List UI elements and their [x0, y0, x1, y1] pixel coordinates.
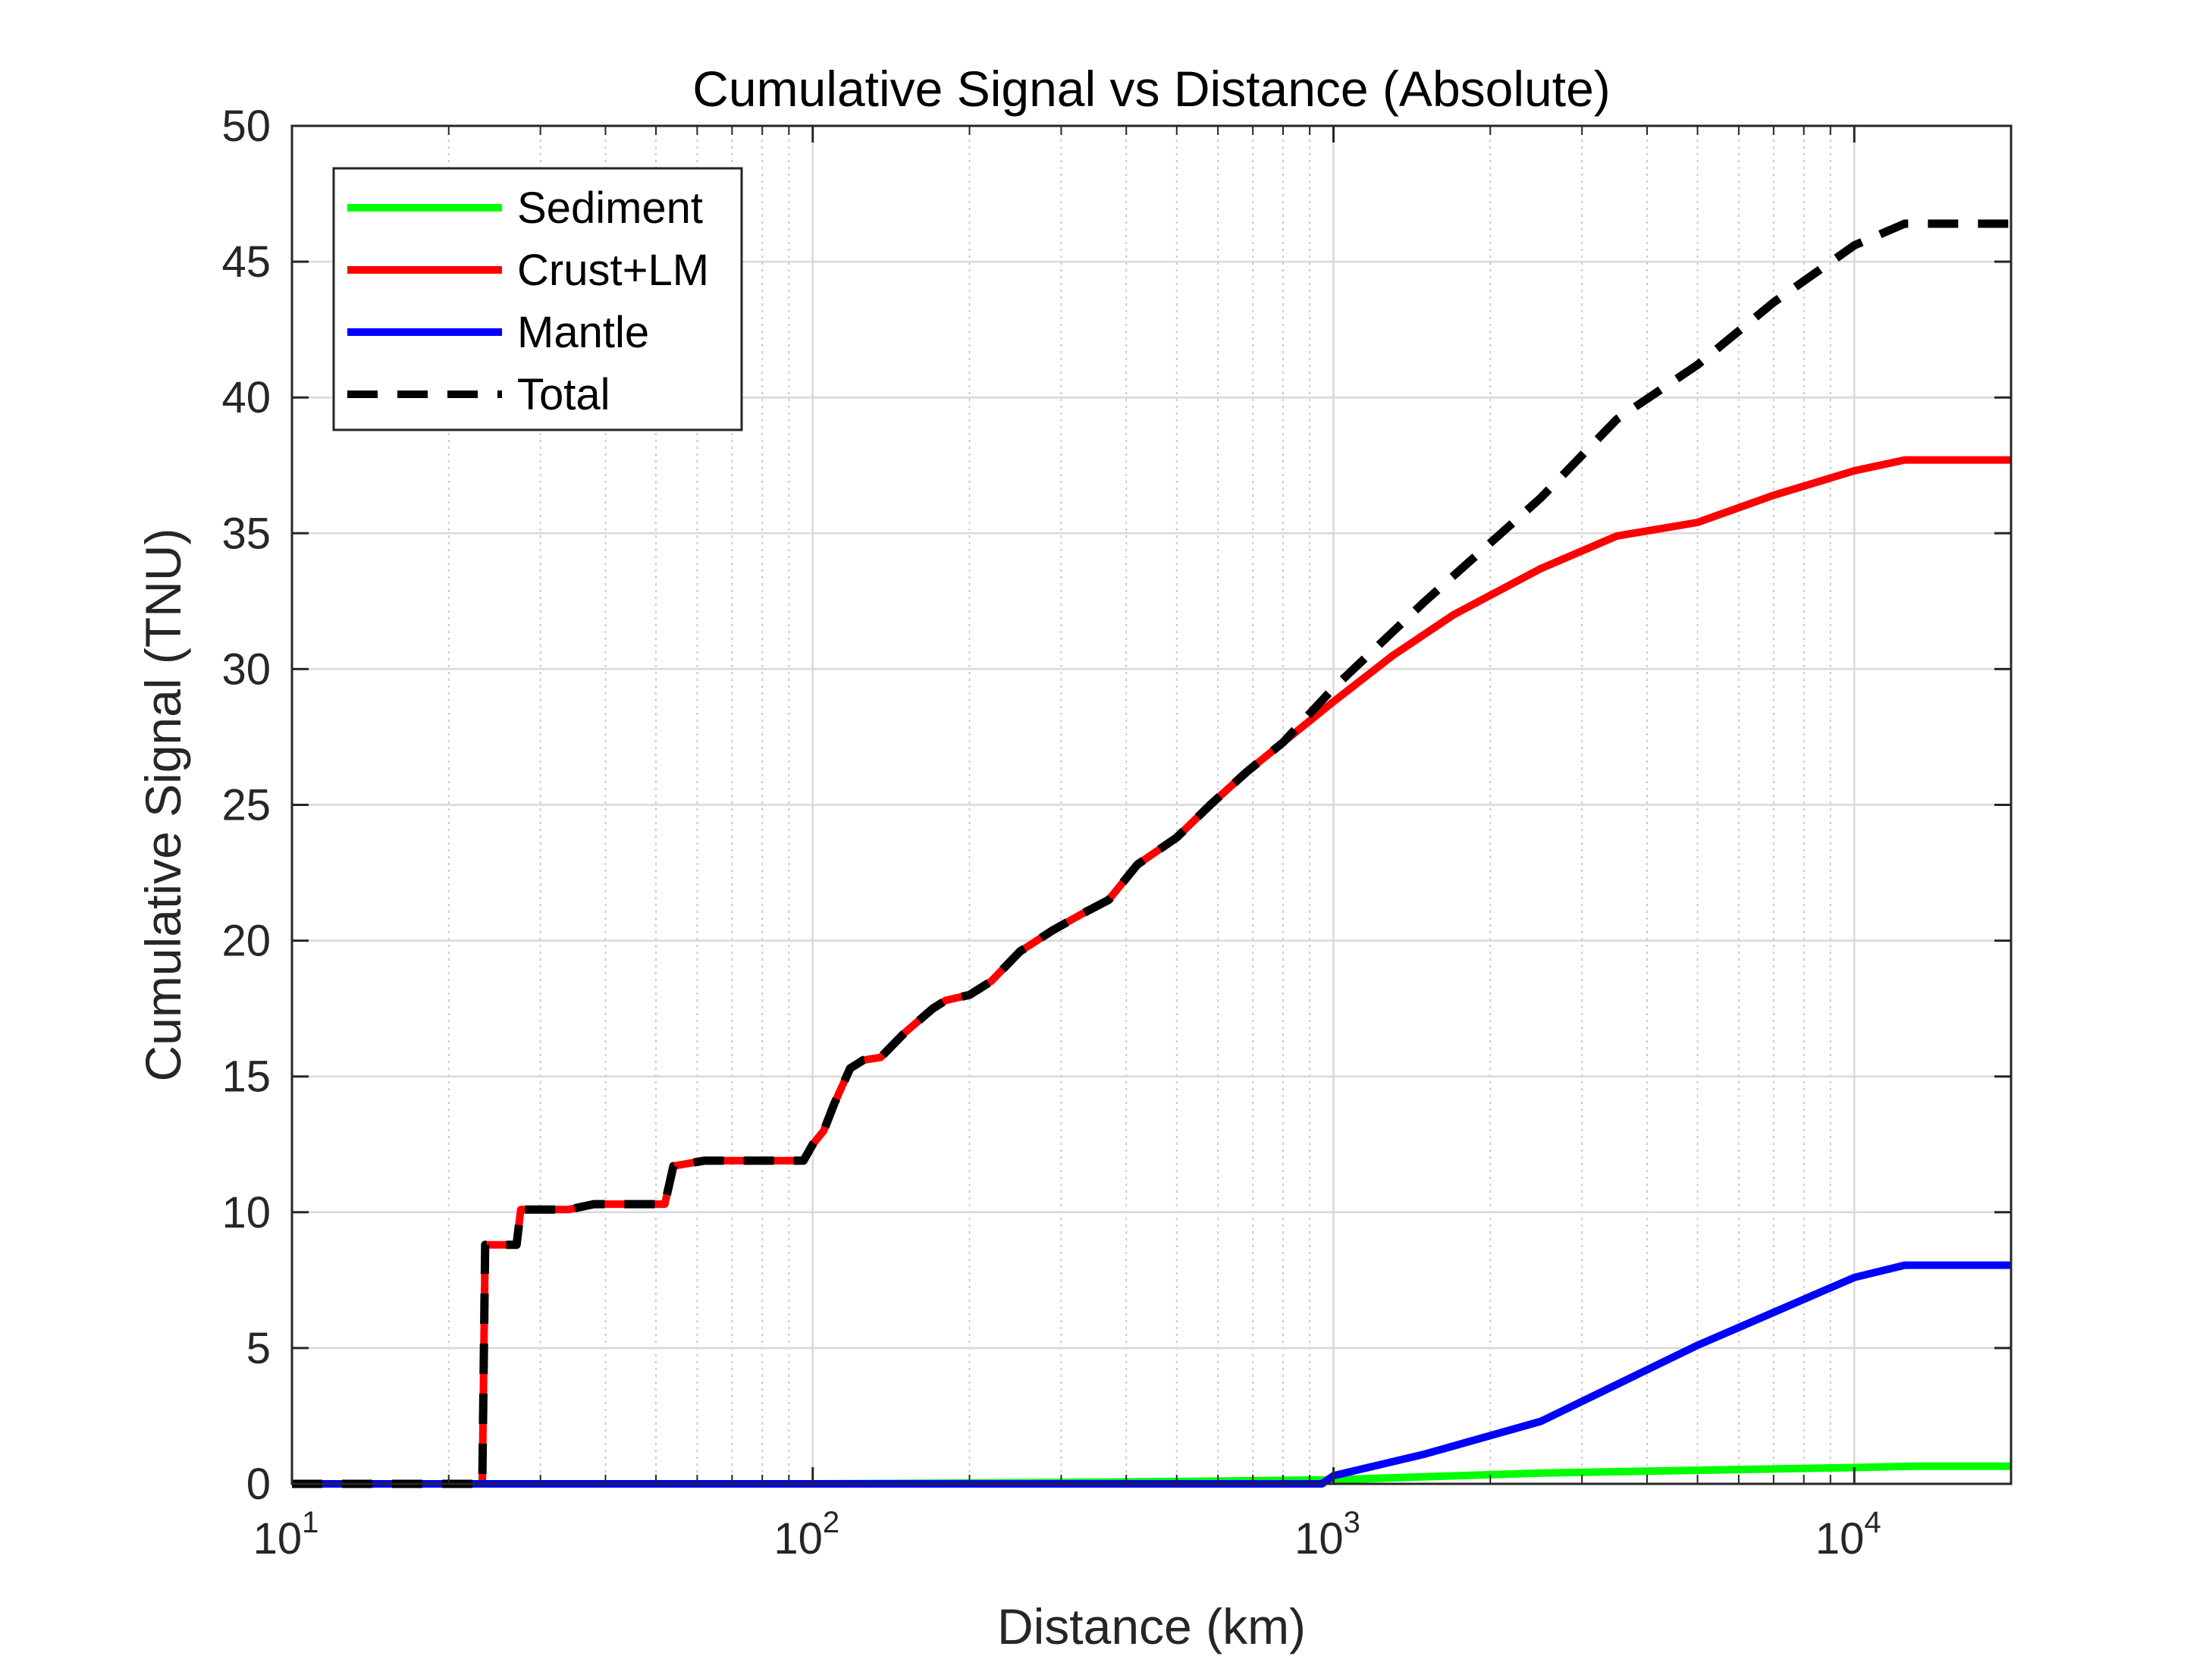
- legend-label: Mantle: [517, 308, 649, 357]
- y-tick-label: 10: [221, 1188, 271, 1237]
- legend-label: Sediment: [517, 183, 703, 233]
- axis-ticks: [290, 124, 2011, 1485]
- x-tick-label: 102: [773, 1506, 839, 1563]
- x-axis-title: Distance (km): [997, 1598, 1306, 1654]
- y-tick-label: 45: [221, 237, 271, 287]
- series-line-mantle: [292, 1261, 2011, 1488]
- y-tick-label: 20: [221, 917, 271, 966]
- y-tick-label: 50: [221, 102, 271, 151]
- grid-lines: [292, 126, 2011, 1484]
- y-tick-label: 25: [221, 781, 271, 830]
- x-tick-label: 104: [1815, 1506, 1881, 1563]
- y-tick-label: 40: [221, 373, 271, 422]
- x-tick-label: 103: [1294, 1506, 1360, 1563]
- y-tick-label: 15: [221, 1052, 271, 1102]
- y-tick-label: 0: [246, 1460, 271, 1509]
- legend: Sediment Crust+LM Mantle Total: [332, 167, 743, 431]
- legend-box: [332, 167, 743, 431]
- y-tick-label: 30: [221, 644, 271, 694]
- series-line-crust-lm: [292, 456, 2011, 1488]
- x-tick-label: 101: [253, 1506, 319, 1563]
- y-tick-label: 35: [221, 509, 271, 558]
- chart-title: Cumulative Signal vs Distance (Absolute): [692, 61, 1611, 117]
- tick-labels: 101 102 103 104 0 5 10 15 20 25 30 35 40 45 50: [221, 102, 1881, 1563]
- series-line-total: [292, 219, 2011, 1488]
- y-tick-label: 5: [246, 1324, 271, 1373]
- legend-label: Crust+LM: [517, 246, 709, 295]
- legend-label: Total: [517, 370, 610, 419]
- y-axis-title: Cumulative Signal (TNU): [135, 528, 191, 1082]
